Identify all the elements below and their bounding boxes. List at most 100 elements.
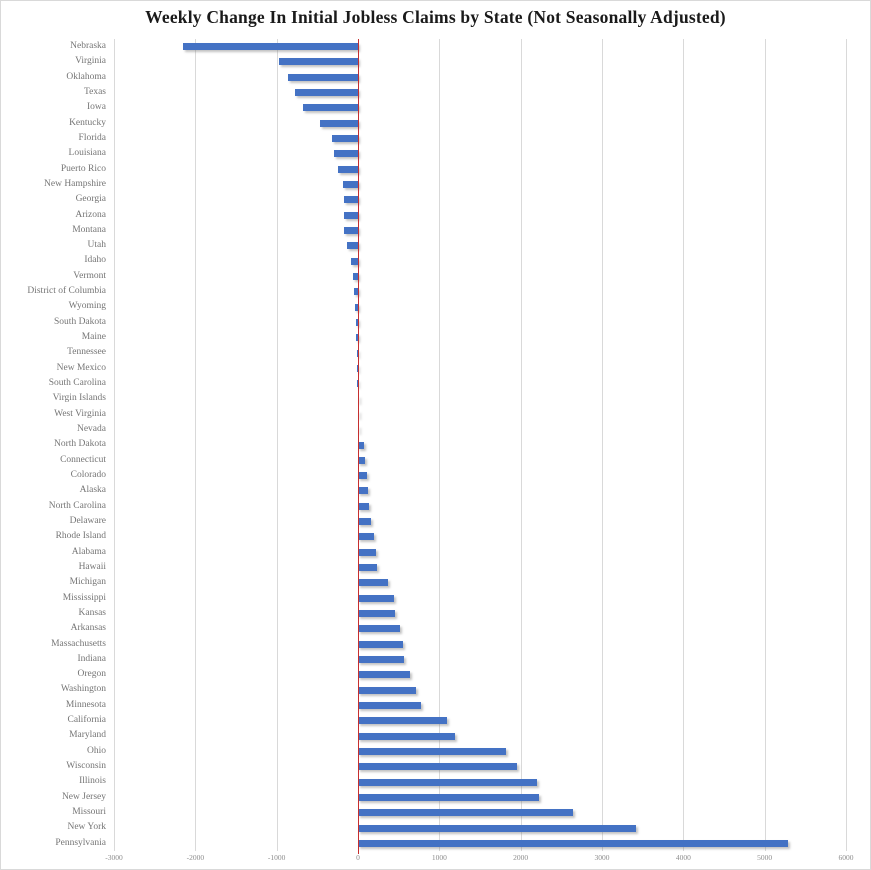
bar: [358, 671, 410, 679]
bar: [358, 793, 539, 801]
bar: [358, 732, 455, 740]
category-label: Rhode Island: [55, 531, 106, 542]
bar: [358, 564, 377, 572]
bar: [358, 655, 404, 663]
chart-title: Weekly Change In Initial Jobless Claims …: [145, 7, 726, 27]
category-label: Louisiana: [68, 148, 106, 159]
bar: [357, 364, 358, 372]
category-label: Kansas: [78, 607, 106, 618]
x-tick-label: 0: [356, 853, 360, 862]
bar: [355, 318, 358, 326]
bar: [358, 701, 422, 709]
category-label: New York: [67, 822, 106, 833]
category-label: South Dakota: [54, 316, 106, 327]
bar: [358, 778, 537, 786]
bar: [358, 640, 403, 648]
category-label: Iowa: [87, 102, 106, 113]
category-label: Oregon: [77, 669, 107, 680]
category-label: Virginia: [75, 56, 106, 67]
bar: [358, 579, 389, 587]
category-label: Delaware: [69, 515, 106, 526]
category-label: Washington: [60, 684, 106, 695]
category-label: Virgin Islands: [52, 393, 106, 404]
bar: [358, 594, 394, 602]
bar: [358, 839, 789, 847]
bar: [356, 334, 358, 342]
bar: [356, 349, 358, 357]
value-axis: -3000 -2000 -1000 0 1000 2000 3000 4000 5000 6000: [105, 853, 853, 867]
bar: [358, 456, 365, 464]
category-label: Oklahoma: [66, 71, 106, 82]
category-label: Missouri: [72, 807, 106, 818]
gridline: [764, 39, 766, 851]
category-label: Georgia: [75, 194, 106, 205]
category-label: New Hampshire: [44, 178, 106, 189]
category-label: Nevada: [76, 424, 106, 435]
bar: [358, 809, 573, 817]
category-label: Vermont: [73, 270, 106, 281]
category-axis: Nebraska Virginia Oklahoma Texas Iowa Kentuck…: [1, 39, 108, 851]
bar: [358, 533, 375, 541]
category-label: North Dakota: [54, 439, 106, 450]
category-label: Pennsylvania: [55, 837, 106, 848]
category-label: Maryland: [69, 730, 106, 741]
bar: [358, 686, 416, 694]
bar: [358, 441, 365, 449]
category-label: Maine: [81, 332, 106, 343]
category-label: New Jersey: [61, 791, 106, 802]
bar: [358, 717, 448, 725]
category-label: Illinois: [79, 776, 106, 787]
category-label: Texas: [83, 86, 106, 97]
zero-baseline: [358, 39, 359, 854]
bar: [358, 548, 376, 556]
x-tick-label: 4000: [675, 853, 691, 862]
bar: [358, 747, 507, 755]
bar: [355, 303, 358, 311]
x-tick-label: -1000: [267, 853, 286, 862]
bar: [331, 135, 358, 143]
bar: [358, 487, 368, 495]
gridline: [683, 39, 685, 851]
category-label: Mississippi: [62, 592, 106, 603]
bar: [351, 257, 358, 265]
gridline: [846, 39, 847, 851]
bar: [320, 119, 358, 127]
bar: [342, 181, 358, 189]
x-tick-label: 6000: [838, 853, 854, 862]
bar: [358, 502, 370, 510]
bar: [183, 43, 358, 51]
category-label: Nebraska: [70, 41, 106, 51]
category-label: Kentucky: [69, 117, 106, 128]
category-label: Tennessee: [67, 347, 106, 358]
bar: [288, 73, 358, 81]
category-label: Indiana: [77, 653, 107, 664]
gridline: [602, 39, 603, 851]
bar: [358, 472, 367, 480]
bar: [344, 227, 358, 234]
category-label: South Carolina: [48, 378, 106, 389]
bar: [294, 89, 358, 97]
x-tick-label: 2000: [513, 853, 529, 862]
bar: [278, 58, 358, 66]
category-label: New Mexico: [56, 362, 106, 373]
category-label: Hawaii: [78, 561, 106, 572]
x-tick-label: 5000: [757, 853, 773, 862]
bar: [358, 763, 517, 771]
gridline: [195, 39, 197, 851]
bar: [357, 395, 359, 403]
x-tick-label: -3000: [105, 853, 123, 862]
category-label: Arizona: [75, 209, 106, 220]
gridline: [276, 39, 278, 851]
category-label: Wyoming: [68, 301, 106, 312]
category-label: Florida: [78, 132, 106, 143]
category-label: Idaho: [84, 255, 106, 266]
category-label: District of Columbia: [27, 286, 106, 297]
gridline: [439, 39, 441, 851]
bar: [358, 518, 371, 526]
x-tick-label: 1000: [431, 853, 447, 862]
bar: [358, 824, 637, 832]
x-tick-label: -2000: [186, 853, 205, 862]
bar: [346, 242, 358, 250]
gridline: [520, 39, 522, 851]
